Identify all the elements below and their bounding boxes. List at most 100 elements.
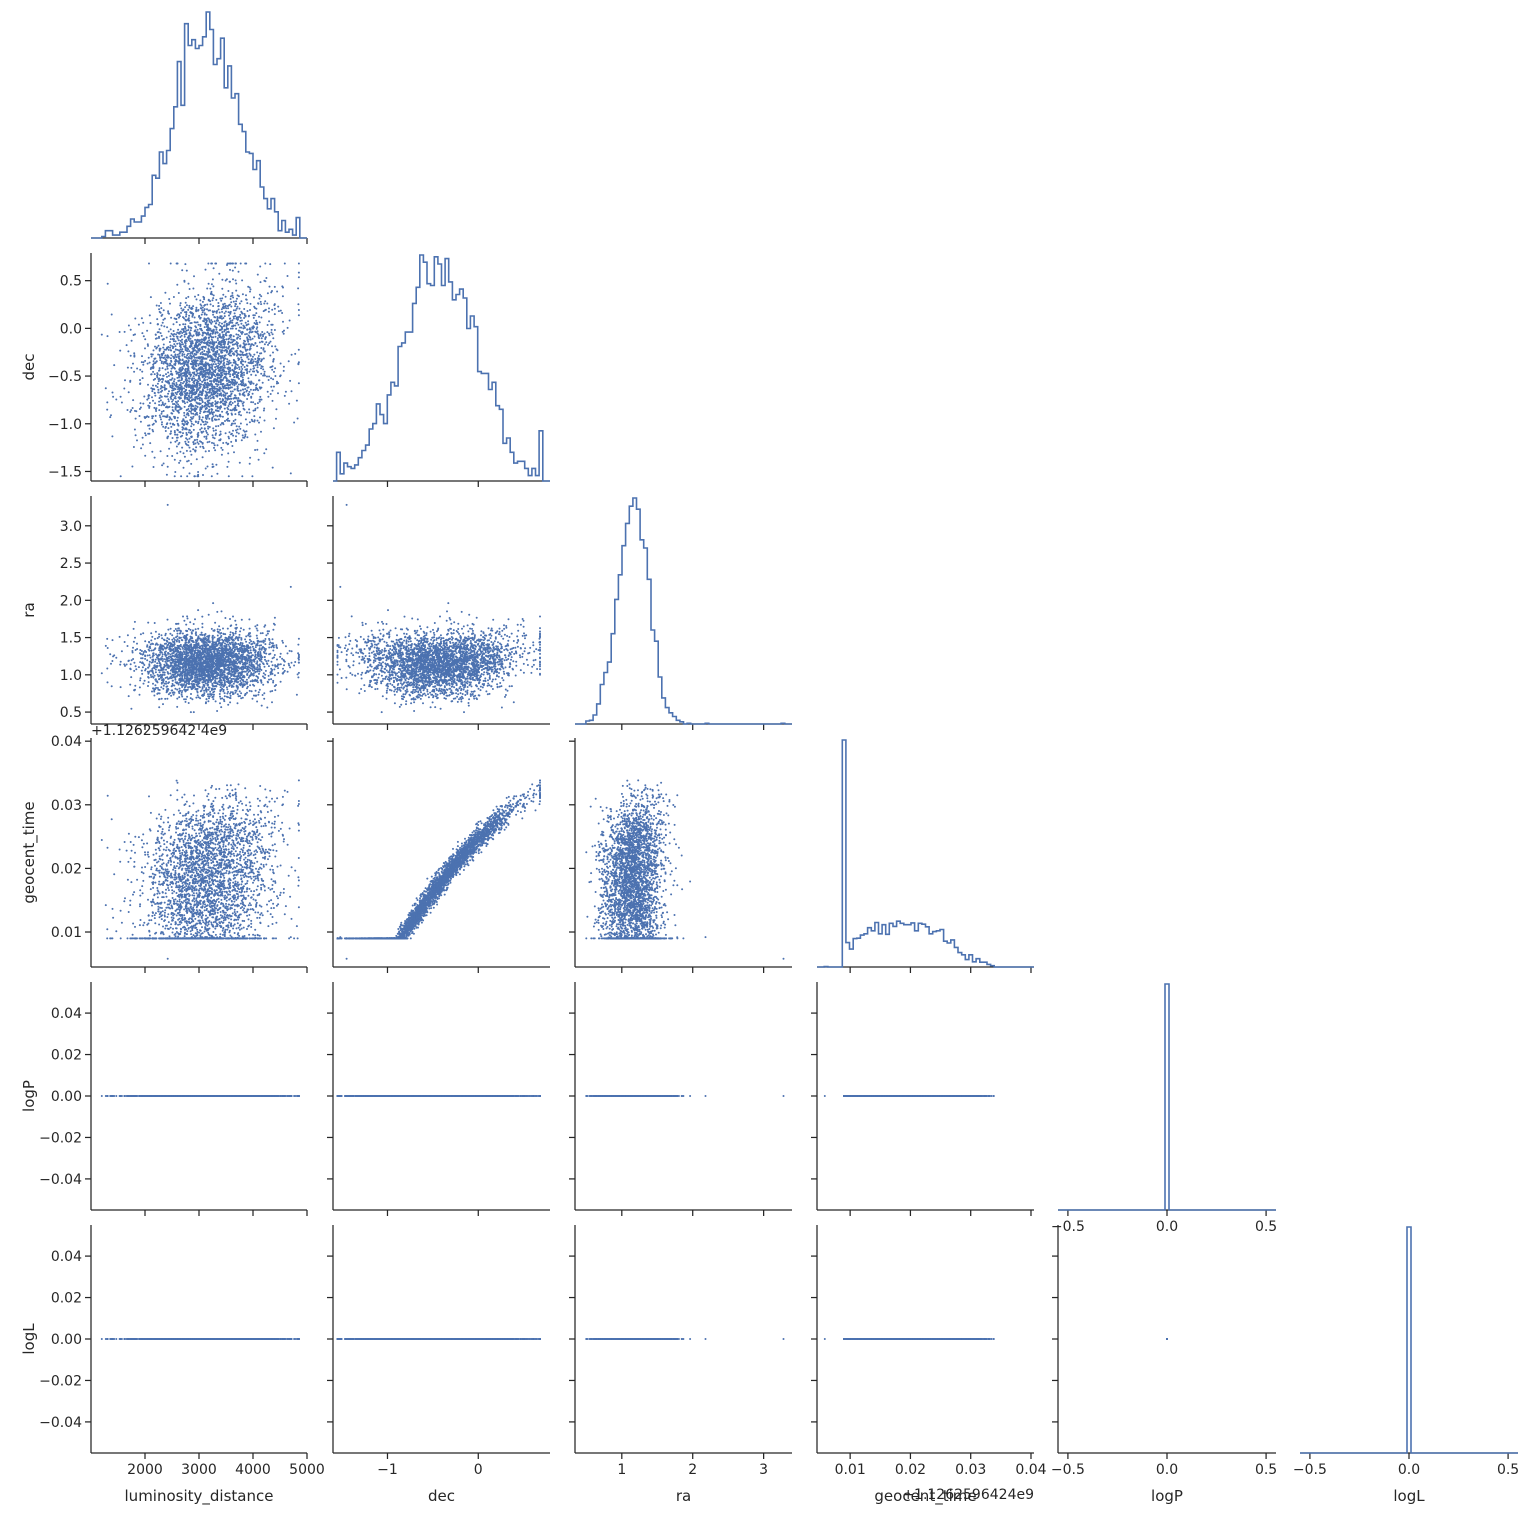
scatter-point	[152, 371, 154, 373]
scatter-point	[188, 325, 190, 327]
scatter-point	[176, 440, 178, 442]
scatter-point	[205, 468, 207, 470]
scatter-point	[239, 303, 241, 305]
scatter-point	[127, 409, 129, 411]
scatter-point	[101, 334, 103, 336]
scatter-point	[241, 368, 243, 370]
scatter-point	[250, 374, 252, 376]
scatter-point	[273, 386, 275, 388]
scatter-point	[259, 341, 261, 343]
scatter-point	[206, 397, 208, 399]
scatter-point	[151, 390, 153, 392]
scatter-point	[225, 371, 227, 373]
scatter-point	[214, 444, 216, 446]
scatter-point	[235, 300, 237, 302]
scatter-point	[197, 329, 199, 331]
scatter-point	[151, 417, 153, 419]
scatter-point	[235, 435, 237, 437]
scatter-point	[120, 396, 122, 398]
scatter-point	[224, 367, 226, 369]
scatter-point	[192, 340, 194, 342]
scatter-point	[161, 314, 163, 316]
scatter-point	[203, 320, 205, 322]
scatter-point	[162, 322, 164, 324]
scatter-point	[142, 377, 144, 379]
y-tick-label: −1.5	[48, 464, 82, 480]
scatter-point	[164, 427, 166, 429]
scatter-point	[193, 424, 195, 426]
scatter-point	[186, 354, 188, 356]
scatter-point	[201, 419, 203, 421]
scatter-point	[159, 367, 161, 369]
scatter-point	[246, 411, 248, 413]
scatter-point	[230, 441, 232, 443]
y-tick-label: −0.5	[48, 369, 82, 385]
scatter-point	[142, 437, 144, 439]
scatter-point	[172, 437, 174, 439]
scatter-point	[157, 383, 159, 385]
scatter-point	[293, 422, 295, 424]
scatter-dec-vs-luminosity_distance	[101, 263, 300, 478]
scatter-point	[282, 295, 284, 297]
scatter-point	[211, 349, 213, 351]
scatter-point	[207, 434, 209, 436]
scatter-point	[270, 393, 272, 395]
scatter-point	[111, 314, 113, 316]
scatter-point	[212, 285, 214, 287]
scatter-point	[170, 317, 172, 319]
scatter-point	[155, 415, 157, 417]
scatter-point	[217, 337, 219, 339]
scatter-point	[256, 449, 258, 451]
scatter-point	[172, 406, 174, 408]
scatter-point	[207, 426, 209, 428]
scatter-point	[224, 315, 226, 317]
scatter-point	[266, 303, 268, 305]
scatter-point	[170, 354, 172, 356]
scatter-point	[276, 291, 278, 293]
scatter-point	[201, 351, 203, 353]
scatter-point	[112, 396, 114, 398]
scatter-point	[206, 314, 208, 316]
scatter-point	[235, 309, 237, 311]
histogram-step	[91, 12, 307, 238]
scatter-point	[170, 328, 172, 330]
scatter-point	[274, 329, 276, 331]
scatter-point	[270, 386, 272, 388]
y-tick-label: 0.0	[60, 321, 82, 337]
scatter-point	[176, 343, 178, 345]
scatter-point	[273, 371, 275, 373]
scatter-point	[260, 281, 262, 283]
scatter-point	[261, 331, 263, 333]
scatter-point	[267, 344, 269, 346]
scatter-point	[250, 339, 252, 341]
scatter-point	[208, 418, 210, 420]
scatter-point	[240, 357, 242, 359]
scatter-point	[186, 450, 188, 452]
scatter-point	[191, 423, 193, 425]
scatter-point	[219, 398, 221, 400]
scatter-point	[182, 359, 184, 361]
scatter-point	[130, 367, 132, 369]
scatter-point	[164, 355, 166, 357]
scatter-point	[143, 361, 145, 363]
scatter-point	[272, 378, 274, 380]
scatter-point	[257, 402, 259, 404]
scatter-point	[239, 428, 241, 430]
scatter-point	[202, 301, 204, 303]
scatter-point	[159, 328, 161, 330]
scatter-point	[259, 294, 261, 296]
scatter-point	[141, 371, 143, 373]
scatter-point	[161, 381, 163, 383]
scatter-point	[155, 385, 157, 387]
scatter-point	[133, 352, 135, 354]
scatter-point	[211, 442, 213, 444]
scatter-point	[217, 425, 219, 427]
scatter-point	[241, 439, 243, 441]
scatter-point	[284, 395, 286, 397]
scatter-point	[228, 315, 230, 317]
scatter-point	[164, 384, 166, 386]
scatter-point	[176, 384, 178, 386]
scatter-point	[298, 349, 300, 351]
scatter-point	[139, 415, 141, 417]
scatter-point	[232, 278, 234, 280]
